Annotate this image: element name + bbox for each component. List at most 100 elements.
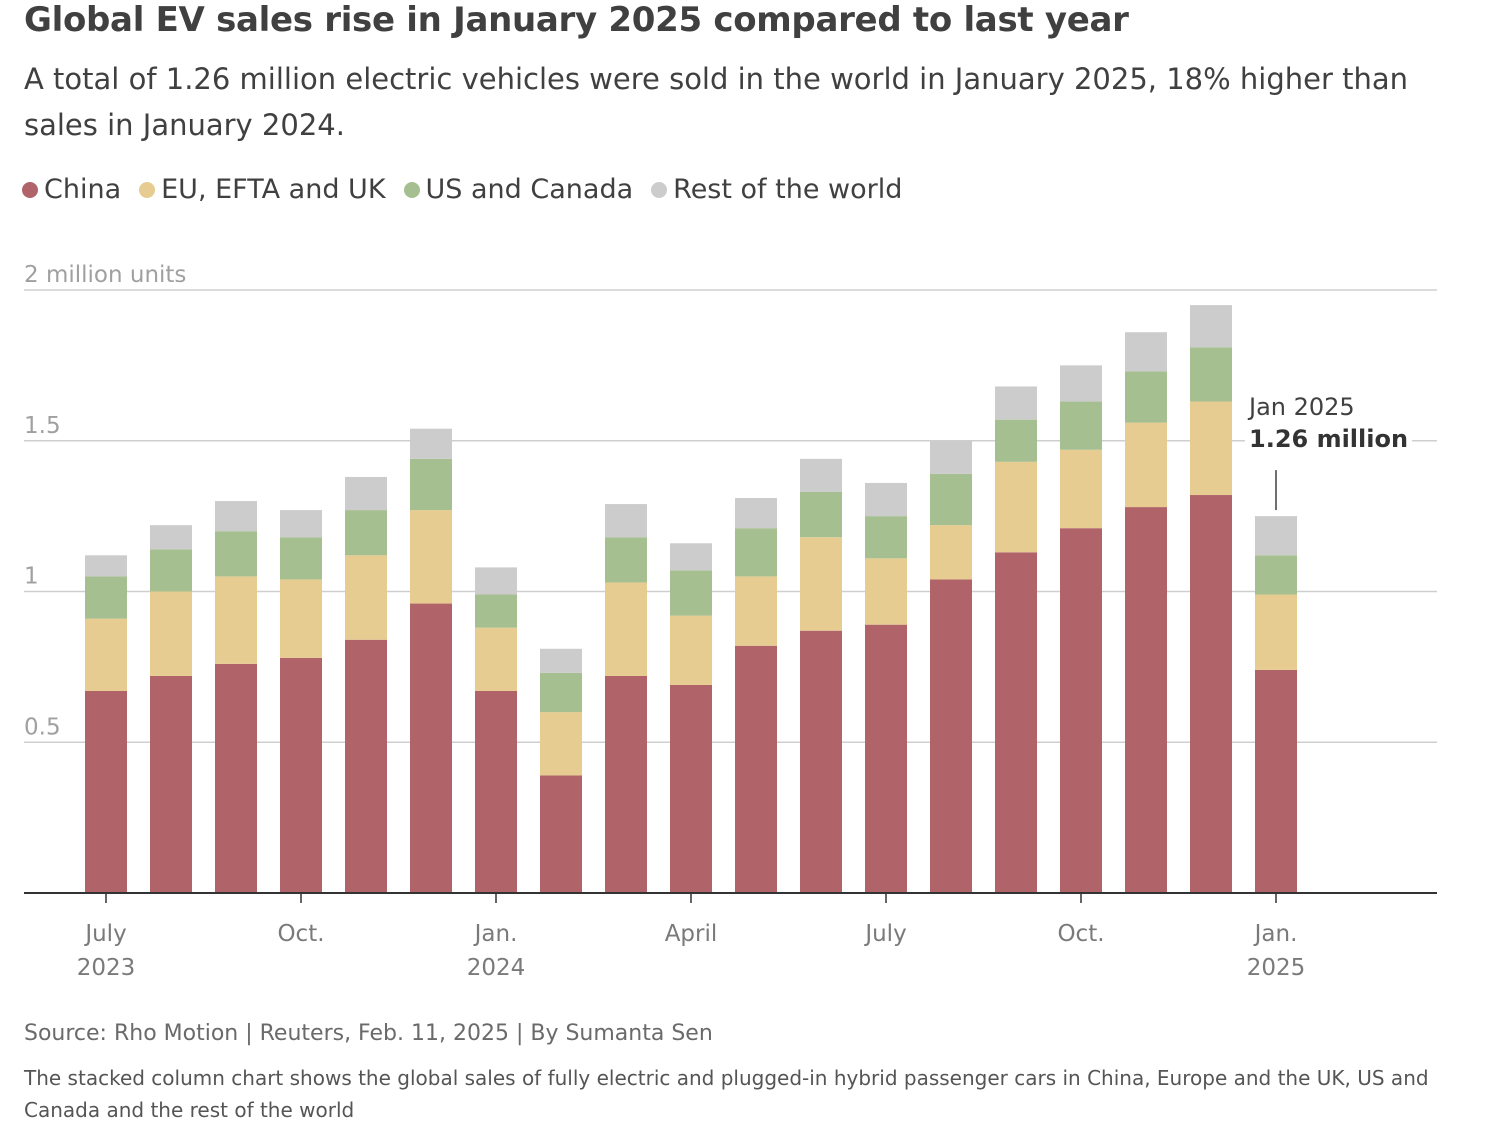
bar-segment-china [1060,528,1102,893]
x-tick-label-year: 2024 [467,955,526,981]
chart-subtitle: A total of 1.26 million electric vehicle… [24,62,1408,142]
y-tick-label: 2 million units [24,262,186,288]
bar-segment-china [85,690,127,893]
x-tick-label: July [83,921,126,947]
bar-segment-us-canada [1255,555,1297,595]
bar-segment-us-canada [215,531,257,577]
bar-segment-us-canada [995,419,1037,462]
legend-swatch-china [22,181,38,198]
bar-segment-rest [800,458,842,493]
bar-segment-rest [1190,305,1232,348]
bar-segment-us-canada [85,576,127,619]
legend-label-china: China [44,174,122,205]
bar-segment-china [280,657,322,893]
bar-segment-china [670,684,712,893]
x-tick-label: Jan. [473,921,518,947]
bar-segment-china [410,603,452,893]
bar-segment-eu [1060,449,1102,529]
bar-segment-us-canada [410,458,452,511]
bar-segment-us-canada [735,528,777,577]
bar-segment-eu [800,537,842,631]
bar-segment-us-canada [280,537,322,580]
bar-segment-us-canada [865,516,907,559]
legend-label-us-canada: US and Canada [425,174,634,205]
legend-item-china: China [22,174,121,205]
bar-segment-eu [865,558,907,625]
bar-segment-eu [345,555,387,640]
bar-segment-us-canada [1190,347,1232,402]
chart-title: Global EV sales rise in January 2025 com… [24,0,1129,40]
bar-segment-us-canada [800,492,842,538]
bar-segment-eu [215,576,257,664]
bar-segment-rest [670,543,712,571]
bar-segment-eu [280,579,322,658]
bar-segment-eu [150,591,192,676]
x-tick-label: Oct. [1057,921,1104,947]
bar-segment-china [1255,669,1297,893]
bar-segment-rest [410,428,452,459]
bar-segment-china [800,630,842,893]
x-tick-label-year: 2025 [1247,955,1306,981]
bar-segment-eu [1255,594,1297,670]
annotation-label: Jan 2025 [1247,393,1355,421]
x-axis: July 2023 Oct. Jan. 2024 April July Oct. Jan. 202… [24,892,1437,981]
bar-segment-us-canada [605,537,647,583]
bar-segment-us-canada [475,594,517,628]
bar-segment-rest [605,504,647,538]
bar-segment-china [215,663,257,893]
bar-segment-china [540,775,582,893]
bar-segment-us-canada [345,510,387,556]
bar-segment-rest [150,525,192,550]
x-tick-label: July [863,921,906,947]
bar-segment-rest [85,555,127,577]
y-tick-label: 1 [24,564,39,590]
bar-segment-us-canada [930,473,972,526]
bar-segment-china [865,624,907,893]
bar-segment-china [995,552,1037,893]
bar-segment-rest [1255,516,1297,556]
bar-segment-rest [1125,332,1167,372]
legend-swatch-rest [651,181,668,198]
chart-description: The stacked column chart shows the globa… [24,1066,1429,1122]
source-note: Source: Rho Motion | Reuters, Feb. 11, 2… [24,1021,713,1046]
bar-segment-china [930,579,972,893]
legend: China EU, EFTA and UK US and Canada Rest… [22,174,920,205]
bar-segment-rest [540,648,582,673]
bar-segment-us-canada [1125,371,1167,423]
legend-item-eu: EU, EFTA and UK [139,174,386,205]
legend-item-us-canada: US and Canada [403,174,634,205]
legend-swatch-eu [139,181,156,198]
bar-segment-us-canada [670,570,712,616]
bar-segment-eu [995,461,1037,553]
bar-segment-rest [215,501,257,532]
bar-segment-us-canada [1060,401,1102,450]
bar-segment-rest [735,498,777,529]
y-tick-label: 0.5 [24,714,61,740]
x-tick-label: April [665,921,718,947]
bar-segment-eu [670,615,712,685]
bar-segment-eu [1125,422,1167,508]
bar-segment-eu [605,582,647,676]
bar-segment-rest [995,386,1037,420]
bars [85,305,1297,893]
bar-segment-rest [930,440,972,474]
annotation-value: 1.26 million [1249,425,1408,453]
legend-label-eu: EU, EFTA and UK [161,174,386,205]
stacked-column-chart: 0.5 1 1.5 2 million units July 2023 Oct. Jan. 2… [24,262,1437,981]
annotation-backdrop [1245,425,1413,455]
bar-segment-rest [280,510,322,538]
legend-item-rest: Rest of the world [651,174,902,205]
bar-segment-china [1190,495,1232,893]
bar-segment-china [735,645,777,893]
bar-segment-china [150,675,192,893]
bar-segment-eu [735,576,777,646]
legend-label-rest: Rest of the world [673,174,903,205]
bar-segment-rest [345,476,387,511]
bar-segment-china [1125,507,1167,893]
bar-segment-china [605,675,647,893]
annotation: Jan 2025 1.26 million [1245,393,1413,511]
bar-segment-rest [475,567,517,595]
bar-segment-china [475,690,517,893]
bar-segment-rest [1060,365,1102,402]
bar-segment-eu [475,627,517,691]
